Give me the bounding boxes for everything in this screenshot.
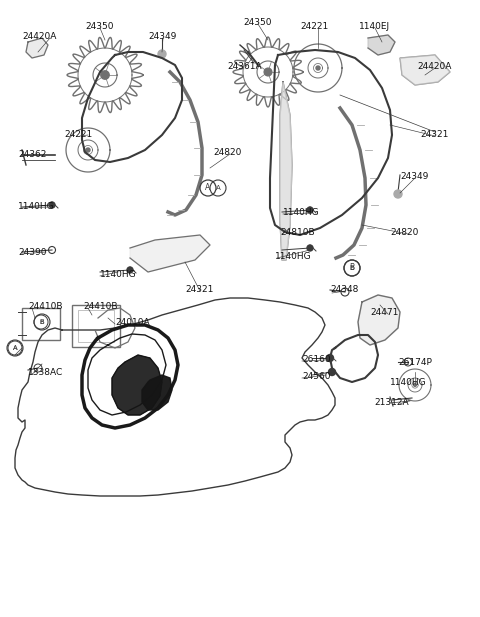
Text: 1338AC: 1338AC: [28, 368, 63, 377]
Text: 1140HG: 1140HG: [275, 252, 312, 261]
Text: A: A: [216, 185, 220, 191]
Circle shape: [86, 148, 90, 152]
Circle shape: [414, 384, 416, 386]
Text: 24362: 24362: [18, 150, 47, 159]
Text: 24348: 24348: [331, 285, 359, 294]
Text: 24560: 24560: [302, 372, 331, 381]
Text: B: B: [39, 320, 43, 325]
Polygon shape: [112, 355, 162, 415]
Text: 1140HG: 1140HG: [390, 378, 426, 387]
Text: 24321: 24321: [421, 130, 449, 139]
Text: 24350: 24350: [244, 18, 272, 27]
Text: 1140HG: 1140HG: [100, 270, 137, 279]
Text: 1140EJ: 1140EJ: [360, 22, 391, 31]
Text: A: A: [205, 183, 211, 193]
Text: 24420A: 24420A: [22, 32, 56, 41]
Text: 24321: 24321: [186, 285, 214, 294]
Text: 24350: 24350: [86, 22, 114, 31]
Text: 24221: 24221: [64, 130, 92, 139]
Polygon shape: [368, 35, 395, 55]
Text: 24390: 24390: [18, 248, 47, 257]
Circle shape: [158, 50, 166, 58]
Polygon shape: [358, 295, 400, 345]
Polygon shape: [280, 82, 292, 260]
Text: 21312A: 21312A: [375, 398, 409, 407]
Text: 24221: 24221: [300, 22, 328, 31]
Circle shape: [394, 190, 402, 198]
Text: 26160: 26160: [302, 355, 331, 364]
Circle shape: [264, 68, 272, 76]
Text: 24471: 24471: [371, 308, 399, 317]
Text: 24410B: 24410B: [83, 302, 118, 311]
Text: 24820: 24820: [391, 228, 419, 237]
Text: B: B: [349, 263, 355, 273]
Circle shape: [326, 355, 334, 362]
Text: 24349: 24349: [149, 32, 177, 41]
Text: 24810B: 24810B: [280, 228, 314, 237]
Text: 24010A: 24010A: [115, 318, 150, 327]
Circle shape: [316, 66, 320, 70]
Circle shape: [307, 207, 313, 213]
Polygon shape: [400, 55, 450, 85]
Circle shape: [127, 267, 133, 273]
Text: 1140HG: 1140HG: [18, 202, 55, 211]
Text: A: A: [12, 345, 17, 351]
Text: 24349: 24349: [401, 172, 429, 181]
Text: 24820: 24820: [214, 148, 242, 157]
Polygon shape: [130, 235, 210, 272]
Polygon shape: [142, 375, 172, 410]
Text: 24420A: 24420A: [418, 62, 452, 71]
Text: A: A: [13, 346, 17, 350]
Circle shape: [49, 202, 55, 208]
Text: B: B: [349, 265, 354, 271]
Circle shape: [307, 245, 313, 251]
Text: 26174P: 26174P: [398, 358, 432, 367]
Text: B: B: [40, 319, 44, 325]
Text: 24361A: 24361A: [228, 62, 262, 71]
Text: 1140HG: 1140HG: [283, 208, 320, 217]
Polygon shape: [26, 38, 48, 58]
Circle shape: [101, 71, 109, 79]
Text: 24410B: 24410B: [28, 302, 62, 311]
Circle shape: [328, 368, 336, 376]
